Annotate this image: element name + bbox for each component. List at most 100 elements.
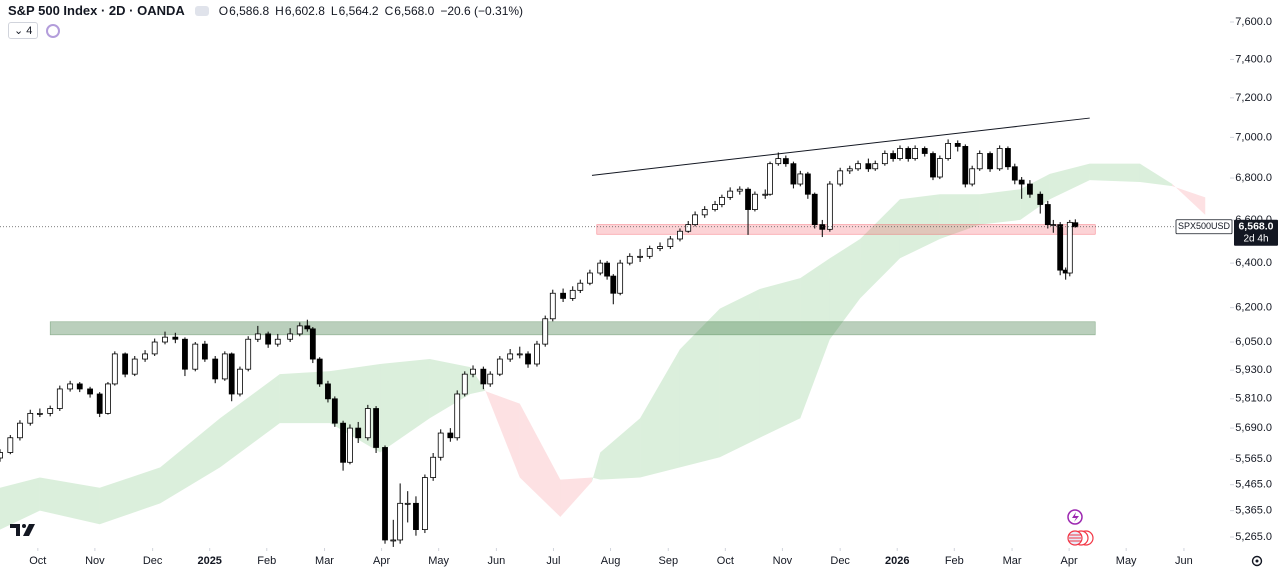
cloud-segment <box>591 452 601 482</box>
candle-body <box>1072 222 1079 228</box>
change-label: −20.6 (−0.31%) <box>440 3 524 18</box>
ohlc-key: L <box>330 3 338 18</box>
cloud-segment <box>1139 163 1173 187</box>
candle-body <box>587 272 593 284</box>
candle-body <box>1066 221 1073 274</box>
candle-body <box>1018 179 1025 185</box>
chart-header: S&P 500 Index · 2D · OANDA O 6,586.8 H 6,60… <box>8 3 523 18</box>
x-tick-label: Apr <box>373 555 390 567</box>
candle-body <box>142 353 148 360</box>
x-tick-label: Jun <box>488 555 506 567</box>
candle-body <box>549 292 556 320</box>
x-tick-label: Jul <box>546 555 560 567</box>
ohlc-item: O 6,586.8 <box>219 4 269 18</box>
candle-body <box>382 447 388 541</box>
candle-body <box>447 432 454 439</box>
candle-body <box>762 193 769 196</box>
tv-logo <box>10 524 35 536</box>
candle-body <box>976 153 983 170</box>
logo-part <box>23 524 35 536</box>
candle-body <box>373 408 379 448</box>
cloud-segment <box>640 349 680 478</box>
settings-button[interactable] <box>1251 555 1263 567</box>
cloud-segment <box>979 189 1021 225</box>
candle-body <box>912 148 919 159</box>
candle-body <box>890 153 897 159</box>
candle-layer <box>0 139 1079 547</box>
candle-body <box>461 373 468 395</box>
candle-body <box>404 502 411 505</box>
candle-body <box>701 209 708 216</box>
candle-body <box>881 153 888 165</box>
cloud-segment <box>1049 163 1090 200</box>
cloud-segment <box>0 477 40 530</box>
candle-body <box>525 353 531 365</box>
candle-body <box>254 333 261 340</box>
cloud-segment <box>899 194 940 259</box>
candle-body <box>454 393 461 439</box>
candle-body <box>667 238 674 247</box>
candle-body <box>597 262 604 274</box>
candle-body <box>996 148 1003 170</box>
candle-body <box>855 163 861 170</box>
candle-body <box>355 427 362 439</box>
candle-body <box>172 336 179 340</box>
candle-body <box>27 412 34 424</box>
candle-body <box>846 168 853 172</box>
x-tick-label: Mar <box>1003 555 1022 567</box>
cloud-segment <box>1089 163 1140 182</box>
candle-body <box>797 173 804 185</box>
candle-body <box>96 393 103 414</box>
candle-body <box>390 539 397 542</box>
candle-body <box>221 353 228 380</box>
candle-body <box>76 383 83 390</box>
candle-body <box>646 248 653 257</box>
candle-body <box>413 502 419 530</box>
indicator-toggle[interactable]: ⌄ 4 <box>8 22 39 39</box>
candle-body <box>201 343 208 360</box>
ohlc-key: C <box>384 3 394 18</box>
indicator-icon[interactable] <box>46 23 61 38</box>
candle-body <box>790 163 797 185</box>
y-tick-label: 6,050.0 <box>1235 336 1272 348</box>
candle-body <box>1057 224 1064 271</box>
candle-body <box>826 183 833 230</box>
candle-body <box>331 398 338 424</box>
candle-body <box>496 358 503 375</box>
candle-body <box>437 432 444 458</box>
cloud-segment <box>160 418 221 504</box>
cloud-segment <box>1172 184 1206 215</box>
x-tick-label: Oct <box>29 555 46 567</box>
candle-body <box>1011 166 1018 181</box>
y-tick-label: 5,365.0 <box>1235 505 1272 517</box>
candle-body <box>347 427 353 463</box>
cloud-segment <box>220 374 280 468</box>
cloud-segment <box>800 258 830 419</box>
x-tick-label: Feb <box>945 555 964 567</box>
candle-body <box>945 143 952 159</box>
candle-body <box>470 368 476 375</box>
candle-body <box>87 388 93 395</box>
indicator-row: ⌄ 4 <box>8 22 61 39</box>
candle-body <box>131 358 138 375</box>
cloud-segment <box>484 388 520 478</box>
candle-body <box>56 388 63 409</box>
ohlc-item: C 6,568.0 <box>385 4 435 18</box>
cloud-segment <box>560 477 592 517</box>
candle-body <box>421 477 428 530</box>
candle-body <box>36 412 43 415</box>
y-tick-label: 5,690.0 <box>1235 422 1272 434</box>
candle-body <box>507 353 514 360</box>
candle-body <box>265 333 272 345</box>
candle-body <box>1027 183 1033 195</box>
candle-body <box>287 333 294 340</box>
candle-body <box>719 196 725 205</box>
candle-body <box>542 318 549 345</box>
candle-body <box>685 224 692 232</box>
ohlc-key: O <box>218 3 229 18</box>
visibility-toggle[interactable] <box>194 5 209 16</box>
settings-button-dot <box>1255 559 1259 563</box>
candle-body <box>736 188 743 192</box>
candle-body <box>487 373 494 385</box>
